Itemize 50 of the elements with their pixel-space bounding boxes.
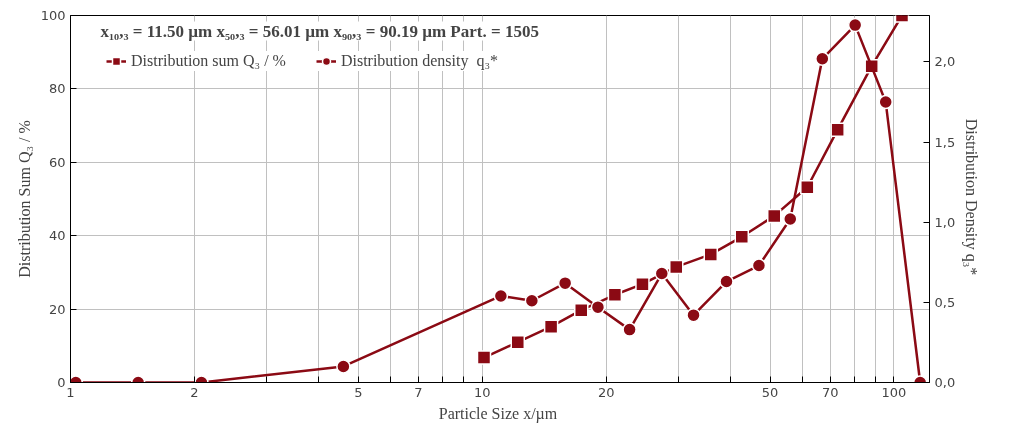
y2-tick-label: 1,5 (934, 134, 956, 150)
point (783, 211, 798, 227)
point (557, 275, 573, 291)
point (543, 319, 559, 334)
point (669, 259, 684, 275)
point (607, 287, 623, 303)
y-tick-label: 40 (48, 228, 66, 244)
y-tick-label: 0 (57, 375, 66, 390)
point (703, 247, 719, 262)
point (476, 350, 492, 365)
point (751, 258, 767, 273)
point (493, 288, 509, 304)
point (878, 94, 893, 110)
x-tick-label: 1 (66, 384, 75, 400)
point (800, 180, 815, 195)
point (654, 266, 670, 281)
x-axis-title: Particle Size x/µm (438, 404, 558, 423)
x-tick-label: 20 (597, 384, 615, 400)
point (590, 299, 606, 315)
point (574, 302, 589, 318)
y2-tick-label: 2,0 (934, 54, 956, 70)
y2-tick-label: 0,0 (934, 375, 956, 390)
y-tick-label: 60 (48, 154, 66, 170)
legend-label: Distribution density q₃* (340, 52, 499, 70)
x-tick-label: 10 (473, 384, 491, 400)
x-tick-label: 70 (821, 384, 839, 400)
point (847, 17, 863, 33)
x-tick-label: 50 (761, 384, 779, 400)
point (719, 274, 734, 289)
point (815, 51, 830, 67)
x-tick-label: 100 (881, 384, 907, 400)
x-tick-label: 5 (354, 384, 363, 400)
y2-axis-title: Distribution Density q₃* (962, 118, 981, 276)
point (524, 293, 540, 308)
legend-label: Distribution sum Q₃ / % (131, 52, 286, 70)
y-axis-title: Distribution Sum Q₃ / % (15, 120, 33, 278)
point (510, 334, 526, 350)
y2-tick-label: 1,0 (934, 214, 956, 230)
y-tick-label: 20 (48, 301, 66, 317)
y2-tick-label: 0,5 (934, 294, 956, 310)
x-tick-label: 7 (414, 384, 423, 400)
y-tick-label: 80 (48, 81, 66, 97)
y-tick-label: 100 (40, 8, 66, 23)
annotation: x₁₀,₃ = 11.50 µm x₅₀,₃ = 56.01 µm x₉₀,₃ = 90.19 µm Part. = 1505 (100, 21, 539, 41)
point (766, 208, 782, 224)
point (686, 307, 701, 323)
x-tick-label: 2 (190, 384, 199, 400)
point (830, 122, 845, 137)
point (734, 229, 750, 245)
point (622, 322, 637, 337)
